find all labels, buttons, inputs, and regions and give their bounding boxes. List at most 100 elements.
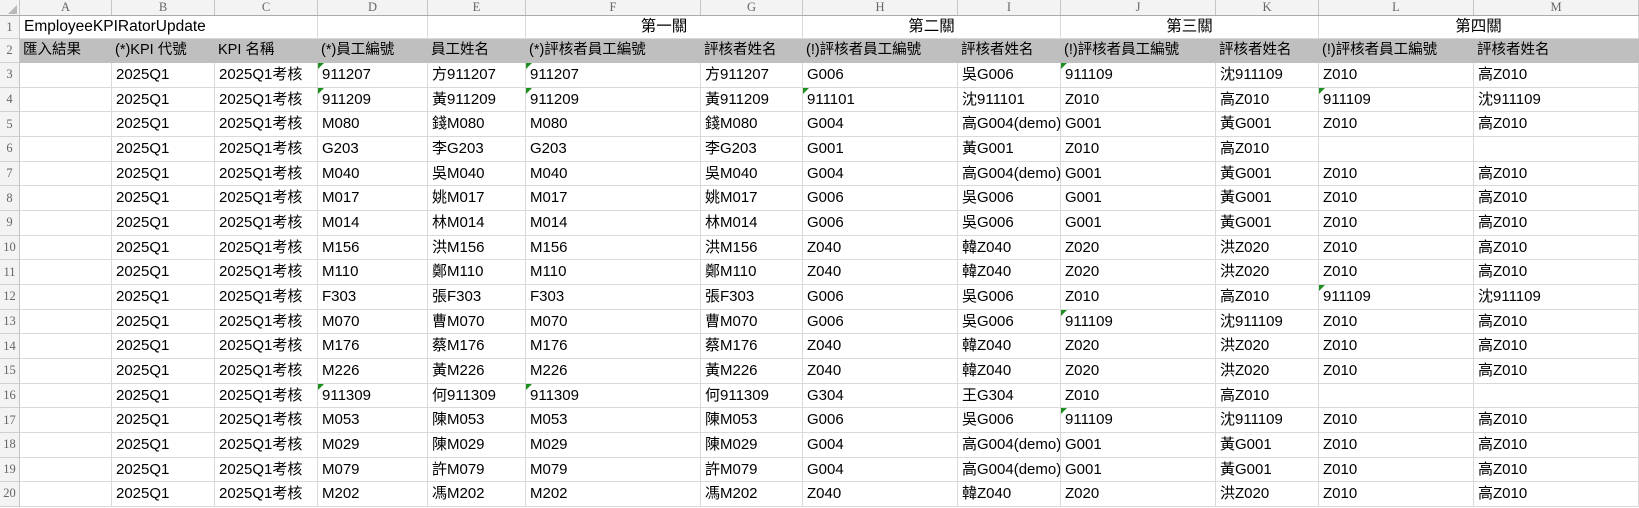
row-heading-18[interactable]: 18	[0, 432, 20, 458]
cell-K14[interactable]: 洪Z020	[1216, 334, 1319, 359]
cell-F15[interactable]: M226	[526, 358, 701, 384]
cell-J8[interactable]: G001	[1061, 186, 1216, 211]
cell-J16[interactable]: Z010	[1061, 383, 1216, 409]
row-heading-19[interactable]: 19	[0, 457, 20, 483]
cell-D7[interactable]: M040	[318, 161, 428, 187]
cell-G14[interactable]: 蔡M176	[701, 334, 803, 359]
cell-L6[interactable]	[1319, 136, 1474, 162]
cell-F9[interactable]: M014	[526, 210, 701, 236]
cell-K19[interactable]: 黃G001	[1216, 457, 1319, 483]
cell-H12[interactable]: G006	[803, 284, 958, 310]
cell-E6[interactable]: 李G203	[428, 136, 526, 162]
cell-G13[interactable]: 曹M070	[701, 309, 803, 335]
cell-H6[interactable]: G001	[803, 136, 958, 162]
cell-F12[interactable]: F303	[526, 284, 701, 310]
cell-L5[interactable]: Z010	[1319, 112, 1474, 137]
cell-F2-header[interactable]: (*)評核者員工編號	[526, 39, 701, 63]
column-heading-A[interactable]: A	[20, 0, 112, 15]
cell-E20[interactable]: 馮M202	[428, 482, 526, 507]
cell-E17[interactable]: 陳M053	[428, 408, 526, 433]
cell-L7[interactable]: Z010	[1319, 161, 1474, 187]
cell-D4[interactable]: 911209	[318, 87, 428, 113]
column-heading-B[interactable]: B	[112, 0, 215, 15]
cell-F11[interactable]: M110	[526, 260, 701, 285]
cell-E13[interactable]: 曹M070	[428, 309, 526, 335]
cell-D10[interactable]: M156	[318, 235, 428, 261]
cell-M19[interactable]: 高Z010	[1474, 457, 1639, 483]
row-heading-3[interactable]: 3	[0, 63, 20, 88]
cell-C4[interactable]: 2025Q1考核	[215, 87, 318, 113]
cell-G20[interactable]: 馮M202	[701, 482, 803, 507]
cell-C12[interactable]: 2025Q1考核	[215, 284, 318, 310]
cell-I20[interactable]: 韓Z040	[958, 482, 1061, 507]
cell-L10[interactable]: Z010	[1319, 235, 1474, 261]
column-heading-H[interactable]: H	[803, 0, 958, 15]
cell-A4[interactable]	[20, 87, 112, 113]
cell-C10[interactable]: 2025Q1考核	[215, 235, 318, 261]
cell-J10[interactable]: Z020	[1061, 235, 1216, 261]
cell-G7[interactable]: 吳M040	[701, 161, 803, 187]
cell-I11[interactable]: 韓Z040	[958, 260, 1061, 285]
row-heading-17[interactable]: 17	[0, 408, 20, 433]
row-heading-8[interactable]: 8	[0, 186, 20, 211]
row-heading-15[interactable]: 15	[0, 358, 20, 384]
column-heading-M[interactable]: M	[1474, 0, 1639, 15]
cell-J12[interactable]: Z010	[1061, 284, 1216, 310]
cell-C2-header[interactable]: KPI 名稱	[215, 39, 318, 63]
cell-C13[interactable]: 2025Q1考核	[215, 309, 318, 335]
cell-C17[interactable]: 2025Q1考核	[215, 408, 318, 433]
cell-I6[interactable]: 黃G001	[958, 136, 1061, 162]
cell-A9[interactable]	[20, 210, 112, 236]
cell-F8[interactable]: M017	[526, 186, 701, 211]
cell-G6[interactable]: 李G203	[701, 136, 803, 162]
cell-J20[interactable]: Z020	[1061, 482, 1216, 507]
cell-I9[interactable]: 吳G006	[958, 210, 1061, 236]
cell-B6[interactable]: 2025Q1	[112, 136, 215, 162]
row-heading-6[interactable]: 6	[0, 136, 20, 162]
cell-L1-gate-4[interactable]: 第四關	[1319, 16, 1639, 39]
cell-B9[interactable]: 2025Q1	[112, 210, 215, 236]
cell-I15[interactable]: 韓Z040	[958, 358, 1061, 384]
column-heading-D[interactable]: D	[318, 0, 428, 15]
cell-C16[interactable]: 2025Q1考核	[215, 383, 318, 409]
cell-E1[interactable]	[428, 16, 526, 39]
cell-E9[interactable]: 林M014	[428, 210, 526, 236]
column-heading-F[interactable]: F	[526, 0, 701, 15]
cell-A3[interactable]	[20, 63, 112, 88]
cell-K7[interactable]: 黃G001	[1216, 161, 1319, 187]
cell-J4[interactable]: Z010	[1061, 87, 1216, 113]
cell-L9[interactable]: Z010	[1319, 210, 1474, 236]
cell-L20[interactable]: Z010	[1319, 482, 1474, 507]
cell-A20[interactable]	[20, 482, 112, 507]
cell-I13[interactable]: 吳G006	[958, 309, 1061, 335]
cell-J15[interactable]: Z020	[1061, 358, 1216, 384]
cell-E14[interactable]: 蔡M176	[428, 334, 526, 359]
cell-D13[interactable]: M070	[318, 309, 428, 335]
cell-K6[interactable]: 高Z010	[1216, 136, 1319, 162]
row-heading-2[interactable]: 2	[0, 39, 20, 63]
cell-H17[interactable]: G006	[803, 408, 958, 433]
cell-D11[interactable]: M110	[318, 260, 428, 285]
cell-A11[interactable]	[20, 260, 112, 285]
cell-C6[interactable]: 2025Q1考核	[215, 136, 318, 162]
cell-J3[interactable]: 911109	[1061, 63, 1216, 88]
cell-H4[interactable]: 911101	[803, 87, 958, 113]
cell-D17[interactable]: M053	[318, 408, 428, 433]
row-heading-14[interactable]: 14	[0, 334, 20, 359]
cell-G2-header[interactable]: 評核者姓名	[701, 39, 803, 63]
cell-K15[interactable]: 洪Z020	[1216, 358, 1319, 384]
cell-M15[interactable]: 高Z010	[1474, 358, 1639, 384]
cell-L4[interactable]: 911109	[1319, 87, 1474, 113]
cell-I4[interactable]: 沈911101	[958, 87, 1061, 113]
row-heading-4[interactable]: 4	[0, 87, 20, 113]
cell-H10[interactable]: Z040	[803, 235, 958, 261]
cell-C5[interactable]: 2025Q1考核	[215, 112, 318, 137]
cell-J14[interactable]: Z020	[1061, 334, 1216, 359]
cell-L18[interactable]: Z010	[1319, 432, 1474, 458]
cell-F10[interactable]: M156	[526, 235, 701, 261]
cell-L12[interactable]: 911109	[1319, 284, 1474, 310]
cell-F6[interactable]: G203	[526, 136, 701, 162]
cell-K3[interactable]: 沈911109	[1216, 63, 1319, 88]
cell-B18[interactable]: 2025Q1	[112, 432, 215, 458]
cell-F13[interactable]: M070	[526, 309, 701, 335]
